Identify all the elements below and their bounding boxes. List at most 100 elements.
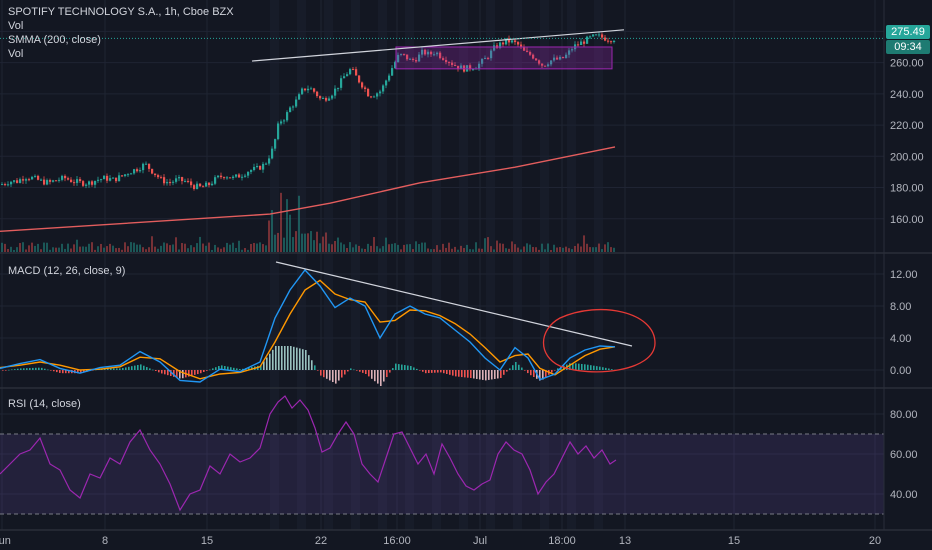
volume-bar-145 (436, 245, 438, 252)
macd-histogram-bar-184 (554, 370, 556, 371)
volume-bar-104 (313, 240, 315, 252)
macd-histogram-bar-1 (5, 370, 7, 371)
macd-histogram-bar-121 (365, 370, 367, 374)
macd-histogram-bar-132 (398, 364, 400, 370)
volume-bar-112 (337, 237, 339, 252)
volume-bar-123 (370, 245, 372, 252)
macd-histogram-bar-102 (308, 355, 310, 370)
candle-body-201 (604, 37, 607, 41)
candle-body-47 (142, 163, 145, 171)
volume-bar-2 (7, 249, 9, 252)
candle-body-57 (172, 181, 175, 183)
candle-body-95 (286, 112, 289, 121)
candle-body-184 (553, 57, 556, 61)
volume-bar-35 (106, 246, 108, 252)
candle-body-75 (226, 177, 229, 179)
volume-bar-24 (73, 244, 75, 252)
macd-histogram-bar-47 (143, 365, 145, 370)
candle-body-82 (247, 171, 250, 176)
volume-bar-98 (295, 231, 297, 252)
x-tick-1: 8 (102, 535, 108, 547)
macd-histogram-bar-177 (533, 370, 535, 377)
legend-smma[interactable]: SMMA (200, close) (8, 34, 101, 46)
macd-histogram-bar-79 (239, 369, 241, 370)
x-tick-3: 22 (315, 535, 327, 547)
session-stripe-12 (594, 0, 603, 530)
candle-body-68 (205, 182, 208, 187)
volume-bar-195 (586, 243, 588, 252)
volume-bar-40 (121, 249, 123, 252)
volume-bar-91 (274, 234, 276, 252)
macd-histogram-bar-13 (41, 367, 43, 370)
macd-histogram-bar-141 (425, 370, 427, 374)
volume-bar-92 (277, 232, 279, 252)
legend-vol[interactable]: Vol (8, 20, 24, 32)
volume-bar-126 (379, 248, 381, 252)
legend-vol-2[interactable]: Vol (8, 48, 24, 60)
volume-bar-193 (580, 246, 582, 252)
volume-bar-86 (259, 242, 261, 252)
x-axis-labels[interactable]: Jun 8 15 22 16:00 Jul 18:00 13 15 20 (0, 535, 881, 547)
volume-bar-162 (487, 237, 489, 252)
volume-bar-155 (466, 244, 468, 252)
volume-bar-100 (301, 233, 303, 252)
macd-histogram-bar-91 (275, 346, 277, 370)
macd-legend[interactable]: MACD (12, 26, close, 9) (8, 265, 126, 277)
candle-body-199 (598, 34, 601, 36)
session-stripe-11 (567, 0, 576, 530)
candle-body-140 (421, 49, 424, 55)
macd-histogram-bar-137 (413, 367, 415, 370)
macd-histogram-bar-76 (230, 367, 232, 370)
candle-body-8 (25, 179, 28, 181)
volume-bar-81 (244, 248, 246, 252)
volume-bar-13 (40, 249, 42, 252)
volume-bar-105 (316, 231, 318, 252)
macd-histogram-bar-98 (296, 347, 298, 370)
volume-bar-32 (97, 246, 99, 252)
volume-bar-167 (502, 243, 504, 252)
candle-body-59 (178, 177, 181, 179)
volume-bar-121 (364, 248, 366, 252)
candle-body-6 (19, 179, 22, 183)
pane-separators[interactable] (0, 0, 932, 531)
volume-bar-50 (151, 236, 153, 252)
candle-body-168 (505, 38, 508, 45)
volume-bar-26 (79, 246, 81, 252)
macd-histogram-bar-122 (368, 370, 370, 377)
x-tick-6: 18:00 (548, 535, 576, 547)
volume-bar-8 (25, 249, 27, 252)
macd-histogram-bar-174 (524, 370, 526, 371)
price-legend[interactable]: SPOTIFY TECHNOLOGY S.A., 1h, Cboe BZX Vo… (8, 5, 234, 61)
candle-body-94 (283, 120, 286, 122)
rsi-y-tick-2: 40.00 (890, 489, 918, 501)
candle-body-56 (169, 182, 172, 184)
volume-bar-197 (592, 247, 594, 252)
volume-bar-117 (352, 247, 354, 252)
session-shading (270, 0, 603, 530)
last-price-label: 275.49 (886, 25, 930, 39)
candle-body-45 (136, 169, 139, 172)
volume-bar-96 (289, 214, 291, 252)
candle-body-133 (400, 53, 403, 55)
rsi-legend[interactable]: RSI (14, close) (8, 398, 81, 410)
macd-histogram-bar-49 (149, 368, 151, 370)
macd-histogram-bar-94 (284, 346, 286, 370)
candle-body-188 (565, 54, 568, 59)
candle-body-88 (265, 163, 268, 165)
candle-body-116 (349, 69, 352, 75)
macd-histogram-bar-43 (131, 366, 133, 370)
volume-bar-63 (190, 245, 192, 252)
macd-histogram-bar-120 (362, 370, 364, 373)
volume-bar-89 (268, 220, 270, 252)
candle-body-85 (256, 166, 259, 168)
macd-histogram-bar-193 (581, 363, 583, 370)
volume-bar-172 (517, 247, 519, 252)
volume-bar-1 (4, 243, 6, 252)
candle-body-89 (268, 158, 271, 164)
candle-body-50 (151, 168, 154, 174)
candle-body-32 (97, 179, 100, 181)
macd-histogram-bar-197 (593, 365, 595, 370)
symbol-title[interactable]: SPOTIFY TECHNOLOGY S.A., 1h, Cboe BZX (8, 6, 234, 18)
candle-body-39 (118, 175, 121, 182)
